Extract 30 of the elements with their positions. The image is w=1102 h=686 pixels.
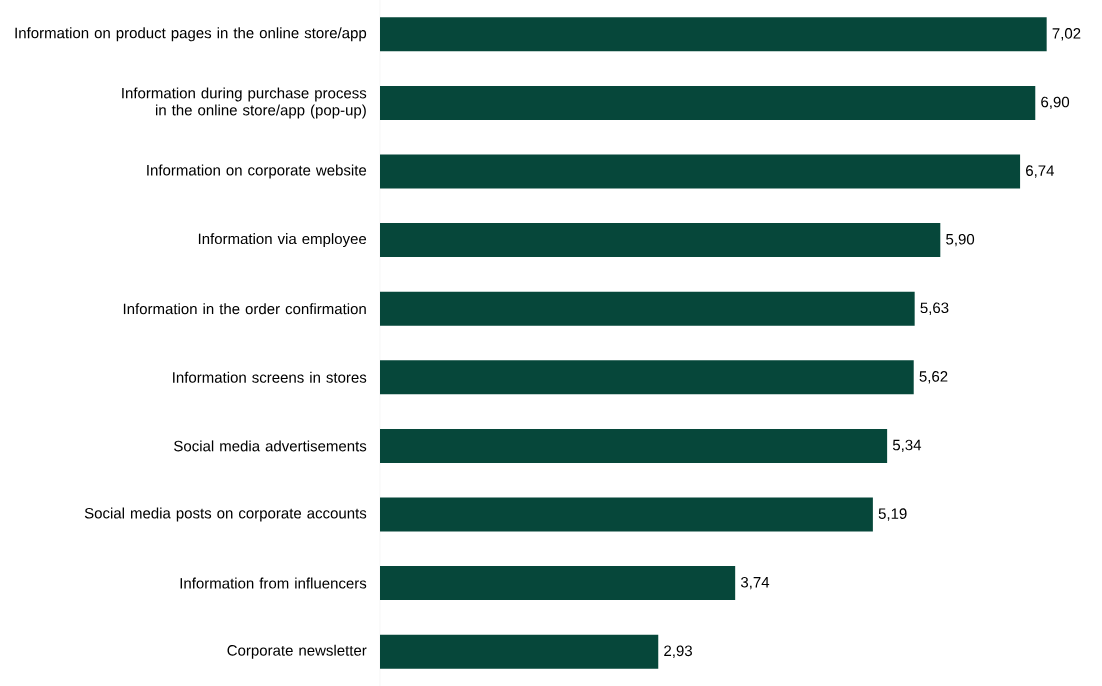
bar	[380, 291, 915, 326]
y-tick-label: Information on corporate website	[147, 164, 367, 179]
y-tick-label: Corporate newsletter	[227, 644, 367, 659]
bar	[380, 154, 1021, 189]
y-tick-label: Social media advertisements	[174, 440, 367, 452]
y-tick-label: Information during purchase process in the online store/app (pop-up)	[122, 87, 367, 119]
bar	[380, 223, 941, 258]
y-tick-label: Information in the order confirmation	[123, 303, 366, 315]
data-label: 5,63	[920, 302, 949, 315]
y-tick-label: Information from influencers	[180, 577, 367, 589]
y-tick-label: Information screens in stores	[173, 371, 367, 383]
bar	[380, 566, 736, 601]
bar	[380, 17, 1047, 52]
bar	[380, 634, 659, 669]
y-tick-label: Information on product pages in the online store/app	[15, 27, 367, 42]
data-label: 6,90	[1041, 96, 1070, 110]
data-label: 3,74	[740, 576, 770, 590]
data-label: 5,90	[946, 233, 975, 247]
bar	[380, 85, 1036, 120]
data-label: 5,34	[892, 439, 922, 453]
y-tick-label: Information via employee	[198, 233, 367, 248]
bar	[380, 497, 873, 532]
y-tick-label: Social media posts on corporate accounts	[84, 507, 367, 522]
data-label: 2,93	[664, 645, 692, 658]
data-label: 5,62	[919, 371, 948, 384]
data-label: 7,02	[1052, 28, 1081, 41]
bar	[380, 428, 888, 463]
bar	[380, 360, 914, 395]
data-label: 6,74	[1026, 165, 1055, 178]
data-label: 5,19	[878, 508, 907, 521]
